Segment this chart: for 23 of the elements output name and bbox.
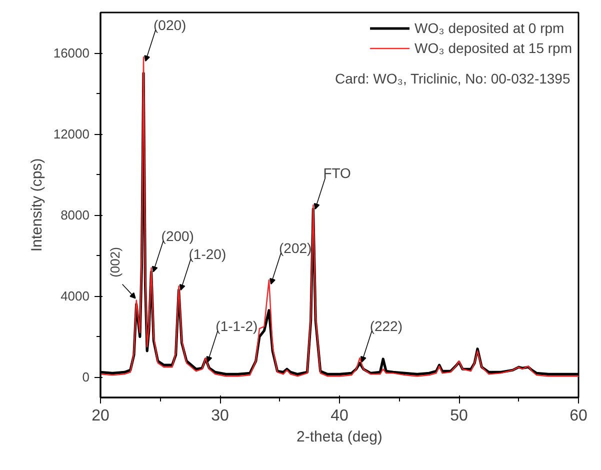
annotation: (202): [278, 240, 312, 256]
annotation: (002): [107, 247, 122, 278]
y-tick-label: 16000: [53, 46, 90, 61]
x-axis-title: 2-theta (deg): [296, 428, 382, 446]
y-axis-title: Intensity (cps): [28, 158, 46, 252]
annotation: Card: WO₃, Triclinic, No: 00-032-1395: [335, 70, 570, 86]
annotation: (200): [161, 228, 194, 244]
legend-label: WO₃ deposited at 0 rpm: [414, 20, 564, 36]
y-tick-label: 8000: [60, 208, 90, 223]
annotation: (1-20): [188, 246, 226, 262]
y-tick-label: 12000: [53, 126, 90, 142]
x-tick-label: 50: [450, 408, 468, 424]
annotation: (222): [370, 318, 403, 334]
x-tick-label: 40: [330, 408, 348, 424]
annotation: FTO: [323, 165, 352, 181]
annotation: (020): [154, 17, 186, 34]
y-tick-label: 4000: [60, 288, 90, 304]
legend-label: WO₃ deposited at 15 rpm: [414, 40, 572, 56]
x-tick-label: 20: [92, 408, 110, 424]
y-tick-label: 0: [82, 370, 90, 385]
x-tick-label: 30: [211, 408, 229, 424]
annotation: (1-1-2): [216, 318, 258, 334]
x-tick-label: 60: [570, 408, 588, 424]
